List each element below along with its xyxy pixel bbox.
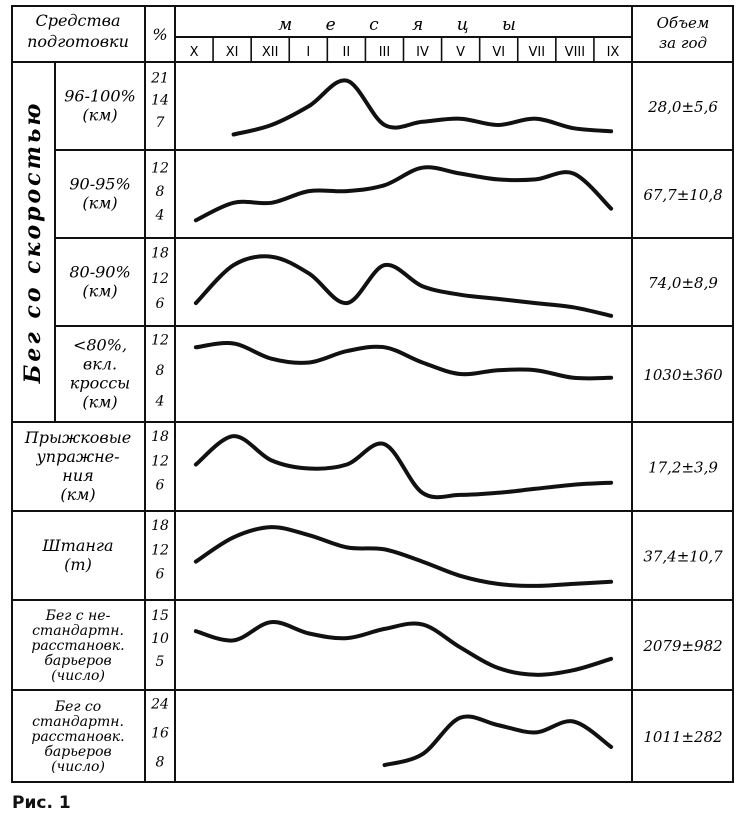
row-label-line: (км) xyxy=(82,106,117,125)
y-tick-label: 24 xyxy=(150,696,169,712)
row-label-line: Бег с не- xyxy=(45,608,111,624)
annual-volume: 2079±982 xyxy=(642,637,722,655)
y-tick-label: 21 xyxy=(150,71,169,87)
annual-volume: 74,0±8,9 xyxy=(648,274,718,292)
header-months-title: м е с я ц ы xyxy=(278,15,530,35)
row-label-line: вкл. xyxy=(83,355,117,374)
y-tick-label: 8 xyxy=(156,754,165,770)
row-label-line: барьеров xyxy=(44,653,111,669)
y-tick-label: 12 xyxy=(151,271,169,287)
header-total-line-2: за год xyxy=(659,34,707,52)
series-line xyxy=(382,714,614,768)
y-tick-label: 12 xyxy=(151,453,169,469)
chart-row-8: Бег состандартн.расстановк.барьеров(числ… xyxy=(31,696,722,775)
side-label-speed-running: Бег со скоростью xyxy=(20,101,46,385)
y-tick-label: 15 xyxy=(151,608,169,624)
row-label-line: ния xyxy=(62,466,93,485)
chart-row-3: 80-90%(км) 18 12 6 74,0±8,9 xyxy=(69,245,718,318)
row-label-line: барьеров xyxy=(44,744,111,760)
y-tick-label: 4 xyxy=(155,394,165,410)
series-line xyxy=(193,341,614,381)
row-label-line: (км) xyxy=(82,282,117,301)
chart-row-4: <80%,вкл.кроссы(км) 12 8 4 1030±360 xyxy=(70,333,723,412)
row-label-line: стандартн. xyxy=(32,623,124,639)
row-label-line: упражне- xyxy=(36,447,120,466)
series-line xyxy=(231,78,614,137)
header-total-line-1: Объем xyxy=(657,14,710,32)
table-grid xyxy=(11,5,734,783)
y-tick-label: 7 xyxy=(156,115,165,131)
month-label-VIII: VIII xyxy=(565,45,585,60)
series-line xyxy=(193,254,614,318)
row-label-line: 80-90% xyxy=(69,263,130,282)
y-tick-label: 18 xyxy=(151,245,169,261)
y-tick-label: 12 xyxy=(151,161,169,177)
y-tick-label: 6 xyxy=(156,296,165,312)
row-label-line: стандартн. xyxy=(32,714,124,730)
row-label-line: Штанга xyxy=(41,536,113,555)
figure-caption: Рис. 1 xyxy=(12,793,71,813)
row-label-line: (км) xyxy=(60,485,95,504)
month-label-V: V xyxy=(456,45,465,60)
month-label-VI: VI xyxy=(492,45,505,60)
y-tick-label: 8 xyxy=(156,184,165,200)
y-tick-label: 14 xyxy=(151,93,169,109)
month-label-XI: XI xyxy=(226,45,239,60)
month-label-IX: IX xyxy=(607,45,620,60)
annual-volume: 1030±360 xyxy=(643,366,723,384)
annual-volume: 37,4±10,7 xyxy=(643,548,723,566)
row-label-line: <80%, xyxy=(73,336,127,355)
row-label-line: (т) xyxy=(64,555,92,574)
month-label-IV: IV xyxy=(416,45,429,60)
y-tick-label: 12 xyxy=(151,333,169,349)
row-label-line: (число) xyxy=(51,668,105,684)
row-label-line: 96-100% xyxy=(64,87,136,106)
series-line xyxy=(193,434,614,500)
chart-row-6: Штанга(т) 18 12 6 37,4±10,7 xyxy=(41,518,723,588)
outer-border xyxy=(11,5,734,783)
y-tick-label: 12 xyxy=(151,542,169,558)
y-tick-label: 10 xyxy=(151,631,169,647)
annual-volume: 17,2±3,9 xyxy=(648,459,718,477)
header-category-line-2: подготовки xyxy=(27,32,129,51)
row-label-line: (км) xyxy=(82,393,117,412)
header-unit: % xyxy=(152,25,167,44)
month-label-I: I xyxy=(306,45,310,60)
month-label-II: II xyxy=(343,45,351,60)
chart-row-2: 90-95%(км) 12 8 4 67,7±10,8 xyxy=(69,161,722,224)
row-label-line: (км) xyxy=(82,194,117,213)
header-category-line-1: Средства xyxy=(35,11,120,30)
annual-volume: 28,0±5,6 xyxy=(647,98,718,116)
row-label-line: Прыжковые xyxy=(24,428,131,447)
month-label-VII: VII xyxy=(529,45,546,60)
row-label-line: кроссы xyxy=(70,374,130,393)
series-line xyxy=(193,620,614,677)
row-label-line: 90-95% xyxy=(69,175,130,194)
series-line xyxy=(193,165,614,223)
chart-row-1: 96-100%(км) 21 14 7 28,0±5,6 xyxy=(64,71,718,137)
y-tick-label: 18 xyxy=(151,429,169,445)
y-tick-label: 4 xyxy=(155,207,165,223)
row-label-line: расстановк. xyxy=(31,638,124,654)
month-label-III: III xyxy=(379,45,391,60)
y-tick-label: 6 xyxy=(156,478,165,494)
series-line xyxy=(193,525,614,588)
annual-volume: 1011±282 xyxy=(643,728,722,746)
chart-row-7: Бег с не-стандартн.расстановк.барьеров(ч… xyxy=(31,608,722,684)
row-label-line: Бег со xyxy=(54,699,101,715)
y-tick-label: 6 xyxy=(156,567,165,583)
month-label-X: X xyxy=(190,45,199,60)
y-tick-label: 5 xyxy=(156,654,165,670)
y-tick-label: 18 xyxy=(151,518,169,534)
row-label-line: (число) xyxy=(51,759,105,775)
y-tick-label: 16 xyxy=(151,725,169,741)
month-label-XII: XII xyxy=(262,45,279,60)
row-label-line: расстановк. xyxy=(31,729,124,745)
annual-volume: 67,7±10,8 xyxy=(643,186,722,204)
y-tick-label: 8 xyxy=(156,363,165,379)
